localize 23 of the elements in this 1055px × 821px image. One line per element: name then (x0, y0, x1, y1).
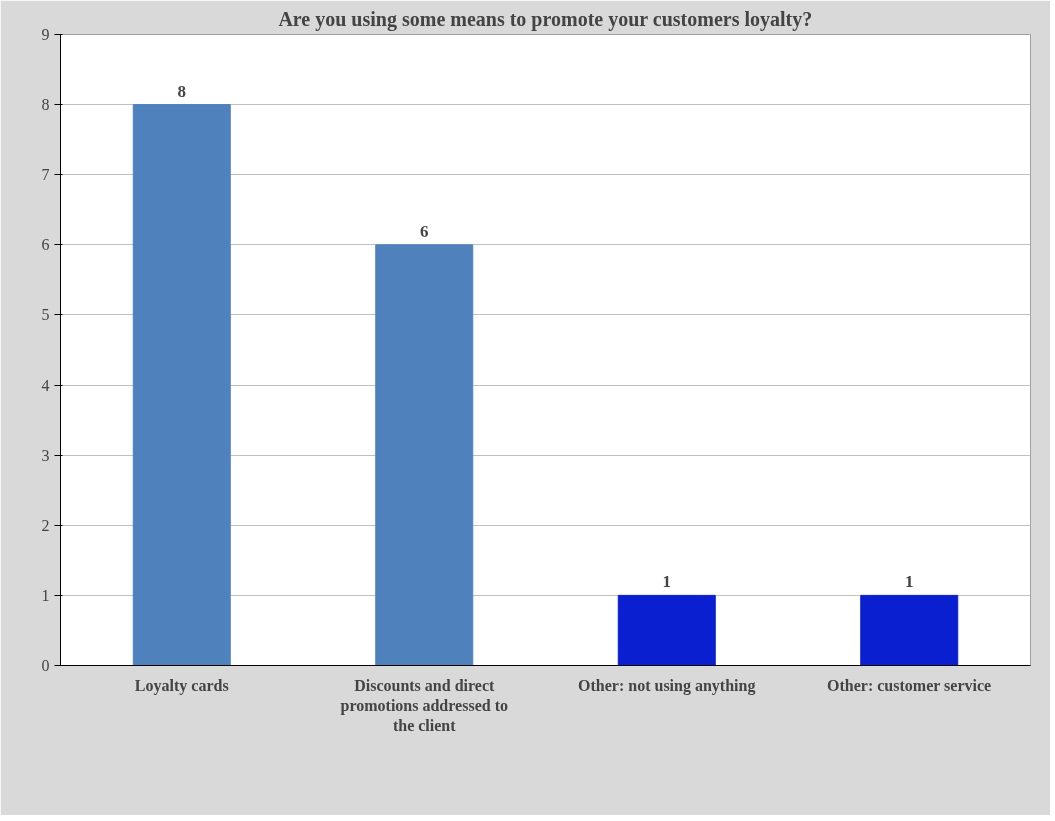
bar (617, 594, 716, 666)
data-label: 6 (420, 221, 429, 241)
y-tick-label: 0 (41, 657, 50, 674)
y-tick-label: 4 (41, 376, 50, 394)
y-tick-label: 9 (41, 26, 50, 43)
data-label: 8 (177, 81, 186, 101)
data-label: 1 (662, 572, 671, 592)
x-tick-label: Loyalty cards (134, 676, 229, 695)
bar (132, 104, 231, 666)
y-tick-label: 5 (41, 306, 50, 324)
bar (860, 594, 959, 666)
x-tick-label: Other: not using anything (578, 676, 756, 695)
x-tick-label: Discounts and direct promotions addressed to the client (340, 676, 508, 735)
data-label: 1 (905, 572, 914, 592)
y-tick-label: 1 (41, 586, 50, 604)
y-tick-label: 8 (41, 96, 50, 114)
x-tick-label: Other: customer service (827, 676, 992, 694)
y-tick-label: 2 (41, 516, 50, 534)
y-tick-label: 7 (41, 166, 50, 184)
y-tick-label: 6 (41, 236, 50, 254)
y-tick-label: 3 (41, 446, 50, 464)
chart-title: Are you using some means to promote your customers loyalty? (278, 7, 813, 31)
bar (375, 244, 474, 666)
